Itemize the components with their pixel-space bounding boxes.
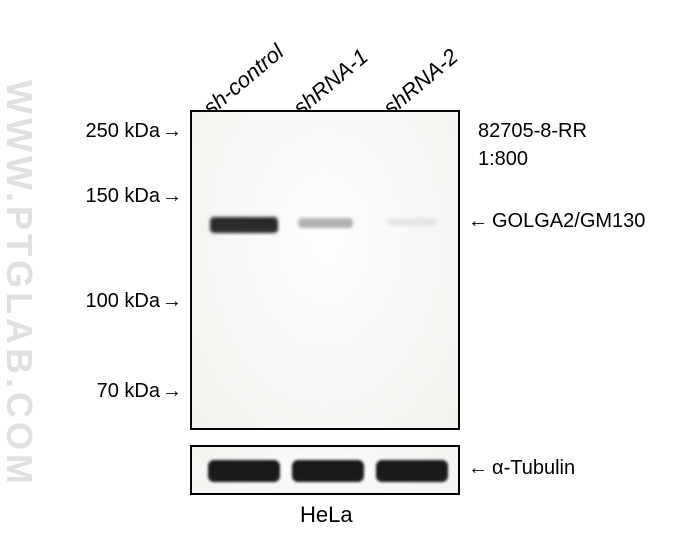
figure-container: WWW.PTGLAB.COM sh-control shRNA-1 shRNA-…: [0, 0, 700, 560]
mw-label: 70 kDa: [97, 380, 160, 402]
arrow-right-icon: →: [162, 380, 182, 403]
arrow-right-icon: →: [162, 120, 182, 143]
mw-label: 250 kDa: [86, 120, 161, 142]
arrow-left-icon: ←: [468, 210, 488, 233]
lc-band-1: [208, 460, 280, 482]
band-sh-control: [210, 217, 278, 233]
band-shrna1: [298, 218, 353, 228]
lc-band-2: [292, 460, 364, 482]
arrow-right-icon: →: [162, 290, 182, 313]
arrow-left-icon: ←: [468, 457, 488, 480]
watermark-text: WWW.PTGLAB.COM: [0, 80, 40, 488]
mw-marker-150: 150 kDa→: [82, 185, 182, 208]
target-label: ←GOLGA2/GM130: [468, 210, 645, 233]
western-blot-main: [190, 110, 460, 430]
loading-control-label: ←α-Tubulin: [468, 457, 575, 480]
mw-marker-250: 250 kDa→: [82, 120, 182, 143]
antibody-id-label: 82705-8-RR: [478, 120, 587, 143]
arrow-right-icon: →: [162, 185, 182, 208]
mw-label: 100 kDa: [86, 290, 161, 312]
cell-line-label: HeLa: [300, 502, 353, 528]
mw-marker-100: 100 kDa→: [82, 290, 182, 313]
dilution-label: 1:800: [478, 148, 528, 171]
mw-marker-70: 70 kDa→: [94, 380, 182, 403]
lane-label-sh-control: sh-control: [198, 39, 289, 121]
lc-band-3: [376, 460, 448, 482]
band-shrna2: [387, 218, 437, 226]
target-name: GOLGA2/GM130: [492, 210, 645, 232]
mw-label: 150 kDa: [86, 185, 161, 207]
western-blot-loading-control: [190, 445, 460, 495]
loading-control-name: α-Tubulin: [492, 457, 575, 479]
